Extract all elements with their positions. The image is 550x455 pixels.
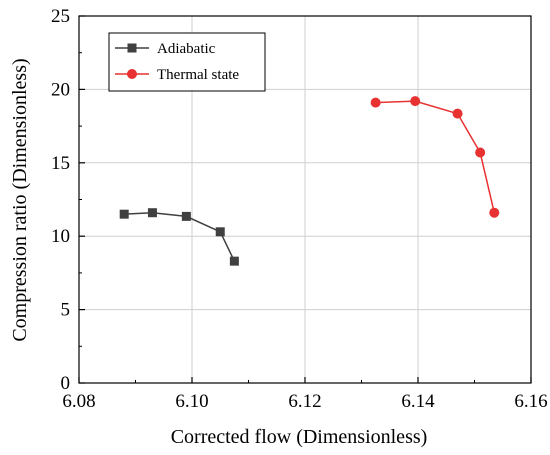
y-tick-label: 5	[61, 300, 71, 321]
y-tick-label: 20	[51, 79, 70, 100]
y-tick-label: 15	[51, 153, 70, 174]
series-layer	[119, 96, 500, 266]
series-line-1	[375, 100, 496, 213]
series-line-0	[124, 211, 236, 262]
x-axis-title: Corrected flow (Dimensionless)	[171, 426, 428, 448]
series-0-point	[181, 211, 191, 221]
ticks: 6.08 6.10 6.12 6.14 6.16 0 5 10 15 20 25	[51, 6, 548, 412]
series-0-point	[215, 227, 225, 237]
y-tick-label: 25	[51, 6, 70, 27]
x-tick-label: 6.16	[514, 391, 547, 412]
series-0-point	[229, 256, 239, 266]
series-1-point	[489, 207, 500, 218]
legend: Adiabatic Thermal state	[108, 32, 266, 92]
legend-marker-0	[127, 43, 137, 53]
series-1-point	[475, 147, 486, 158]
legend-label-1: Thermal state	[157, 67, 239, 83]
series-1-point	[370, 97, 381, 108]
x-tick-label: 6.10	[175, 391, 208, 412]
legend-label-0: Adiabatic	[157, 41, 216, 57]
legend-marker-1	[127, 69, 137, 79]
y-axis-title: Compression ratio (Dimensionless)	[9, 58, 31, 341]
series-1-point	[410, 96, 421, 107]
y-tick-label: 0	[61, 373, 71, 394]
x-tick-label: 6.12	[288, 391, 321, 412]
x-tick-label: 6.14	[401, 391, 435, 412]
series-0-point	[147, 208, 157, 218]
y-tick-label: 10	[51, 226, 70, 247]
series-1-point	[452, 108, 463, 119]
legend-box	[108, 32, 266, 92]
series-0-point	[119, 209, 129, 219]
x-tick-label: 6.08	[62, 391, 95, 412]
